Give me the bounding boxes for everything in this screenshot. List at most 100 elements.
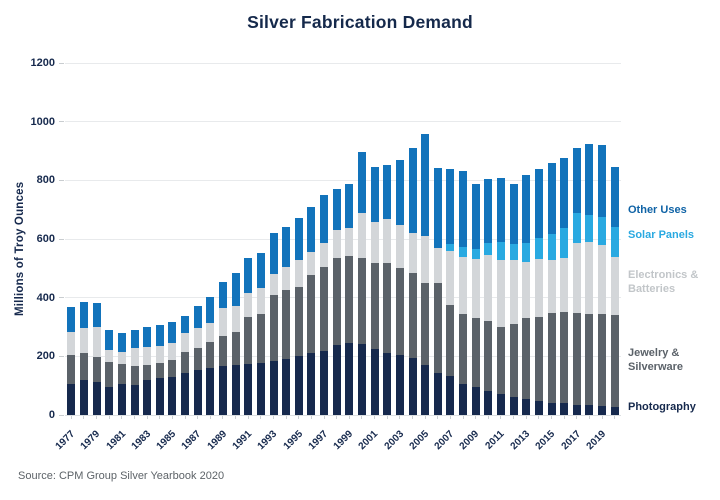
- segment-electronics-batteries: [92, 326, 101, 357]
- segment-jewelry-silverware: [395, 268, 404, 355]
- segment-photography: [181, 373, 190, 415]
- bar-2003: [395, 63, 404, 415]
- segment-photography: [92, 382, 101, 415]
- segment-photography: [421, 364, 430, 415]
- gridline-200: [65, 355, 621, 357]
- segment-jewelry-silverware: [332, 258, 341, 345]
- x-tick-label-1999: 1999: [331, 428, 356, 453]
- bar-2009: [471, 63, 480, 415]
- bar-2008: [459, 63, 468, 415]
- x-tick-mark-2006: [437, 416, 439, 419]
- gridline-600: [65, 238, 621, 240]
- segment-electronics-batteries: [193, 328, 202, 349]
- legend-item-jewelry-silverware: Jewelry & Silverware: [628, 347, 684, 373]
- segment-photography: [218, 366, 227, 415]
- segment-other-uses: [231, 272, 240, 306]
- gridline-0: [65, 414, 621, 416]
- chart-legend: Other Uses Solar Panels Electronics & Ba…: [628, 0, 718, 500]
- segment-electronics-batteries: [534, 259, 543, 317]
- segment-other-uses: [433, 167, 442, 249]
- y-tick-label-0: 0: [48, 409, 55, 421]
- segment-solar-panels: [547, 234, 556, 260]
- segment-electronics-batteries: [105, 349, 114, 362]
- segment-jewelry-silverware: [92, 356, 101, 383]
- segment-jewelry-silverware: [610, 314, 619, 407]
- bar-2001: [370, 63, 379, 415]
- segment-electronics-batteries: [421, 236, 430, 283]
- segment-photography: [547, 402, 556, 415]
- x-tick-mark-1991: [247, 416, 249, 419]
- segment-jewelry-silverware: [496, 326, 505, 395]
- segment-photography: [332, 344, 341, 415]
- segment-electronics-batteries: [332, 229, 341, 259]
- segment-jewelry-silverware: [459, 314, 468, 384]
- gridline-400: [65, 297, 621, 299]
- segment-photography: [256, 362, 265, 415]
- segment-other-uses: [320, 195, 329, 244]
- segment-electronics-batteries: [256, 288, 265, 315]
- x-tick-mark-2001: [374, 416, 376, 419]
- bar-1986: [181, 63, 190, 415]
- x-tick-label-1997: 1997: [306, 428, 330, 453]
- segment-photography: [193, 370, 202, 415]
- x-tick-mark-2000: [361, 416, 363, 419]
- x-tick-label-2011: 2011: [483, 428, 507, 452]
- segment-other-uses: [117, 332, 126, 352]
- segment-photography: [155, 378, 164, 415]
- x-tick-mark-2010: [487, 416, 489, 419]
- x-tick-label-1985: 1985: [154, 428, 179, 453]
- segment-other-uses: [560, 158, 569, 229]
- segment-solar-panels: [585, 214, 594, 242]
- segment-other-uses: [218, 281, 227, 309]
- segment-jewelry-silverware: [130, 366, 139, 386]
- segment-other-uses: [395, 159, 404, 225]
- segment-photography: [459, 383, 468, 415]
- segment-jewelry-silverware: [244, 317, 253, 364]
- segment-photography: [206, 368, 215, 415]
- segment-jewelry-silverware: [105, 361, 114, 387]
- segment-photography: [67, 384, 76, 415]
- y-tick-mark-1000: [59, 121, 64, 123]
- segment-jewelry-silverware: [370, 263, 379, 350]
- segment-photography: [105, 386, 114, 415]
- segment-other-uses: [79, 301, 88, 329]
- x-tick-mark-1994: [285, 416, 287, 419]
- segment-photography: [484, 390, 493, 415]
- bar-2004: [408, 63, 417, 415]
- segment-jewelry-silverware: [433, 283, 442, 373]
- segment-other-uses: [244, 258, 253, 294]
- segment-electronics-batteries: [168, 343, 177, 360]
- x-tick-mark-2013: [525, 416, 527, 419]
- bar-1988: [206, 63, 215, 415]
- y-tick-label-600: 600: [36, 233, 55, 245]
- x-tick-mark-2003: [399, 416, 401, 419]
- segment-electronics-batteries: [79, 328, 88, 354]
- x-tick-mark-1995: [298, 416, 300, 419]
- segment-electronics-batteries: [345, 228, 354, 257]
- segment-other-uses: [206, 296, 215, 323]
- segment-jewelry-silverware: [509, 324, 518, 397]
- segment-electronics-batteries: [218, 308, 227, 337]
- x-tick-mark-1985: [171, 416, 173, 419]
- bar-2018: [585, 63, 594, 415]
- x-tick-mark-1990: [235, 416, 237, 419]
- x-tick-label-2007: 2007: [432, 428, 457, 453]
- x-tick-mark-2016: [563, 416, 565, 419]
- segment-jewelry-silverware: [484, 320, 493, 391]
- bar-2016: [560, 63, 569, 415]
- segment-photography: [307, 353, 316, 415]
- segment-electronics-batteries: [67, 331, 76, 355]
- segment-jewelry-silverware: [598, 314, 607, 406]
- segment-jewelry-silverware: [181, 351, 190, 374]
- segment-photography: [446, 376, 455, 415]
- bar-1987: [193, 63, 202, 415]
- segment-electronics-batteries: [560, 258, 569, 312]
- segment-photography: [509, 396, 518, 415]
- bar-1990: [231, 63, 240, 415]
- segment-electronics-batteries: [282, 266, 291, 291]
- x-tick-mark-1988: [209, 416, 211, 419]
- segment-other-uses: [357, 151, 366, 213]
- segment-photography: [408, 358, 417, 415]
- segment-electronics-batteries: [408, 232, 417, 274]
- segment-jewelry-silverware: [585, 314, 594, 406]
